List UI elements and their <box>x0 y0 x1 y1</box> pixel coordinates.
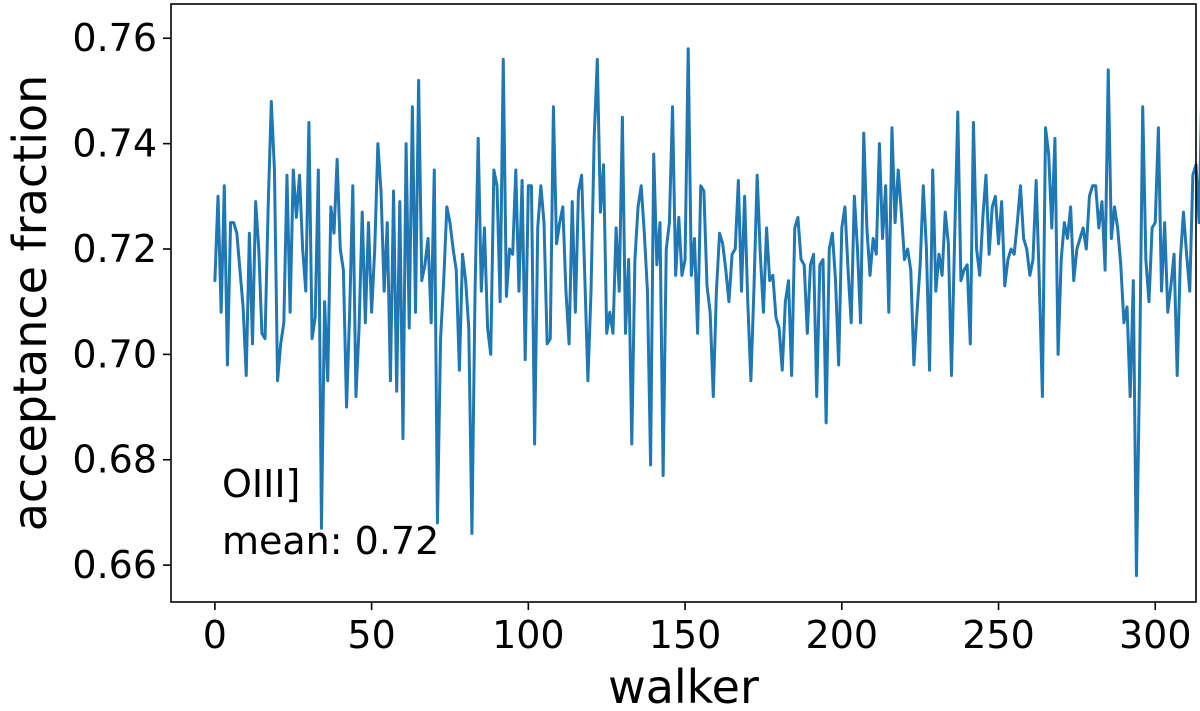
annotation-series-name: OIII] <box>222 462 300 506</box>
y-tick-label: 0.66 <box>72 543 157 587</box>
x-tick-label: 0 <box>203 613 227 657</box>
series-line-0 <box>213 47 1200 578</box>
x-axis: 0 50 100 150 200 250 300 <box>203 602 1192 657</box>
y-tick-label: 0.76 <box>72 16 157 60</box>
x-tick-label: 150 <box>649 613 722 657</box>
x-tick-label: 300 <box>1119 613 1192 657</box>
y-tick-label: 0.70 <box>72 332 157 376</box>
y-axis-label: acceptance fraction <box>3 75 57 532</box>
x-tick-label: 200 <box>806 613 879 657</box>
plot-frame <box>170 3 1197 603</box>
y-axis: 0.66 0.68 0.70 0.72 0.74 0.76 <box>72 16 171 587</box>
x-axis-label: walker <box>608 660 759 711</box>
plot-area <box>170 3 1200 603</box>
y-tick-label: 0.72 <box>72 227 157 271</box>
x-tick-label: 250 <box>962 613 1035 657</box>
annotation-mean: mean: 0.72 <box>222 519 439 563</box>
y-tick-label: 0.74 <box>72 122 157 166</box>
x-tick-label: 50 <box>347 613 395 657</box>
y-tick-label: 0.68 <box>72 438 157 482</box>
x-tick-label: 100 <box>492 613 565 657</box>
